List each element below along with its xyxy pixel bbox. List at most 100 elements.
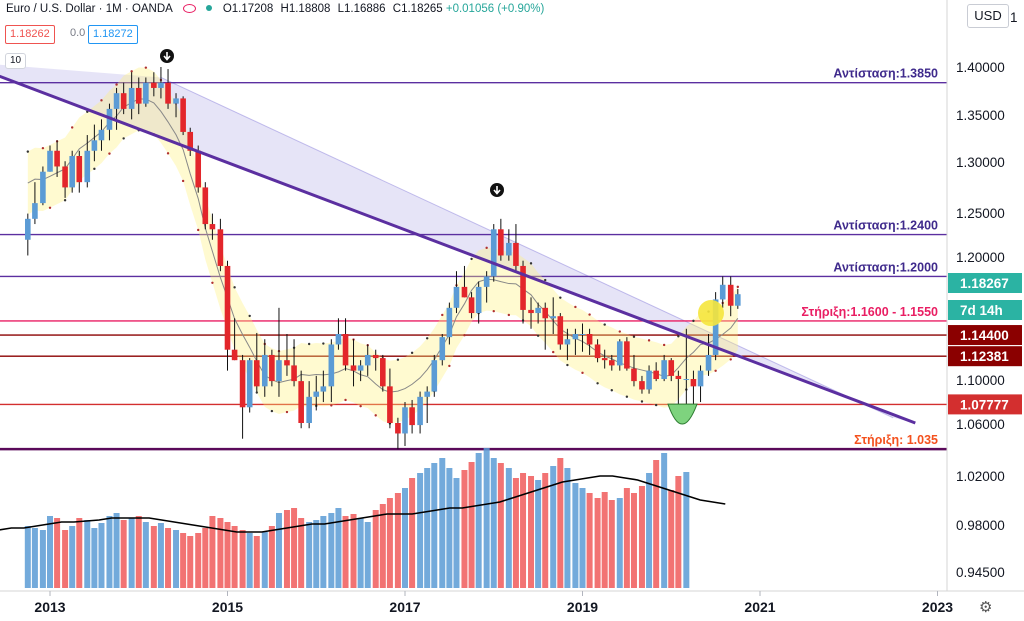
sar-dot — [396, 358, 400, 361]
candle — [417, 391, 423, 434]
candle-body — [143, 82, 149, 104]
y-tick-label: 1.25000 — [956, 206, 1005, 221]
volume-bar — [512, 478, 519, 588]
indicator-length-badge[interactable]: 10 — [5, 53, 27, 69]
currency-selector[interactable]: USD — [967, 4, 1009, 28]
candle-body — [712, 299, 719, 355]
candle-body — [342, 334, 349, 366]
candle — [402, 402, 408, 447]
candle — [151, 72, 157, 97]
volume-bar — [490, 458, 497, 588]
candle-body — [424, 391, 430, 397]
candle — [84, 135, 91, 188]
candle-body — [639, 381, 645, 390]
settings-gear-icon[interactable]: ⚙ — [979, 599, 993, 616]
candle-body — [128, 87, 135, 109]
candle-body — [246, 360, 253, 408]
candle — [335, 318, 342, 350]
candle-body — [306, 396, 312, 423]
candle — [261, 339, 268, 397]
candle — [719, 276, 726, 308]
exchange-label: OANDA — [131, 3, 173, 15]
volume-bar — [239, 530, 246, 588]
candle — [135, 77, 142, 115]
volume-bar — [638, 486, 645, 588]
volume-bar — [550, 466, 557, 588]
volume-bar — [586, 493, 593, 588]
candle — [246, 358, 253, 413]
candle-body — [550, 316, 557, 319]
candle-body — [483, 276, 490, 287]
sar-dot — [536, 334, 540, 337]
arrow-down-icon — [160, 49, 174, 63]
candle — [76, 150, 83, 193]
candle — [209, 213, 216, 240]
candle — [40, 166, 46, 206]
candle-body — [624, 341, 630, 369]
candle-body — [417, 396, 423, 426]
candle — [639, 375, 645, 394]
candle — [47, 145, 53, 172]
candle-body — [719, 284, 726, 300]
volume-bar — [557, 458, 564, 588]
volume-bar — [661, 453, 668, 588]
sar-dot — [544, 278, 547, 282]
candle-body — [705, 354, 712, 371]
candle — [564, 328, 571, 361]
sar-dot — [677, 335, 680, 338]
candle — [513, 224, 519, 272]
candle-body — [231, 349, 238, 361]
level-price-tag — [948, 394, 1022, 415]
sar-dot — [108, 152, 111, 155]
y-tick-label: 1.40000 — [956, 60, 1005, 75]
volume-bar — [165, 528, 172, 588]
candle-body — [328, 344, 335, 387]
symbol-name: Euro / U.S. Dollar — [6, 3, 96, 15]
volume-bar — [372, 510, 379, 588]
volume-bar — [24, 526, 31, 588]
buy-price-button[interactable]: 1.18272 — [88, 25, 138, 44]
sar-dot — [552, 350, 555, 354]
breakout-highlight-marker — [698, 300, 724, 327]
candle-body — [40, 171, 46, 204]
sell-price-button[interactable]: 1.18262 — [5, 25, 55, 44]
volume-bar — [616, 498, 623, 588]
candle — [727, 276, 734, 317]
sar-dot — [211, 281, 214, 284]
candle-body — [431, 360, 438, 392]
candle — [306, 381, 312, 429]
visibility-eye-icon[interactable] — [183, 4, 197, 14]
volume-bar — [439, 458, 446, 588]
candle-body — [675, 375, 682, 380]
candle-body — [173, 98, 179, 104]
volume-bar — [572, 483, 579, 588]
sar-dot — [322, 342, 325, 345]
candle — [387, 368, 393, 429]
volume-bar — [173, 530, 180, 588]
y-tick-label: 1 — [1010, 10, 1018, 25]
volume-bar — [268, 526, 275, 588]
sar-dot — [441, 313, 444, 317]
candle — [195, 145, 202, 193]
volume-bar — [475, 453, 482, 588]
volume-bar — [231, 526, 238, 588]
sar-dot — [130, 70, 133, 73]
candle — [143, 77, 149, 107]
market-status-dot-icon — [205, 5, 212, 12]
candle-body — [202, 187, 209, 225]
candle-body — [32, 203, 38, 219]
volume-bar — [483, 448, 490, 588]
candle — [313, 375, 320, 411]
candle — [202, 182, 209, 230]
candle-body — [364, 354, 371, 366]
candle-body — [158, 82, 164, 88]
candle — [187, 127, 194, 156]
candle-body — [490, 229, 497, 277]
volume-bar — [608, 500, 615, 588]
volume-bar — [253, 536, 260, 588]
candle — [446, 302, 453, 345]
sar-dot — [625, 395, 629, 398]
volume-bar — [579, 488, 586, 588]
candle-body — [409, 407, 415, 426]
